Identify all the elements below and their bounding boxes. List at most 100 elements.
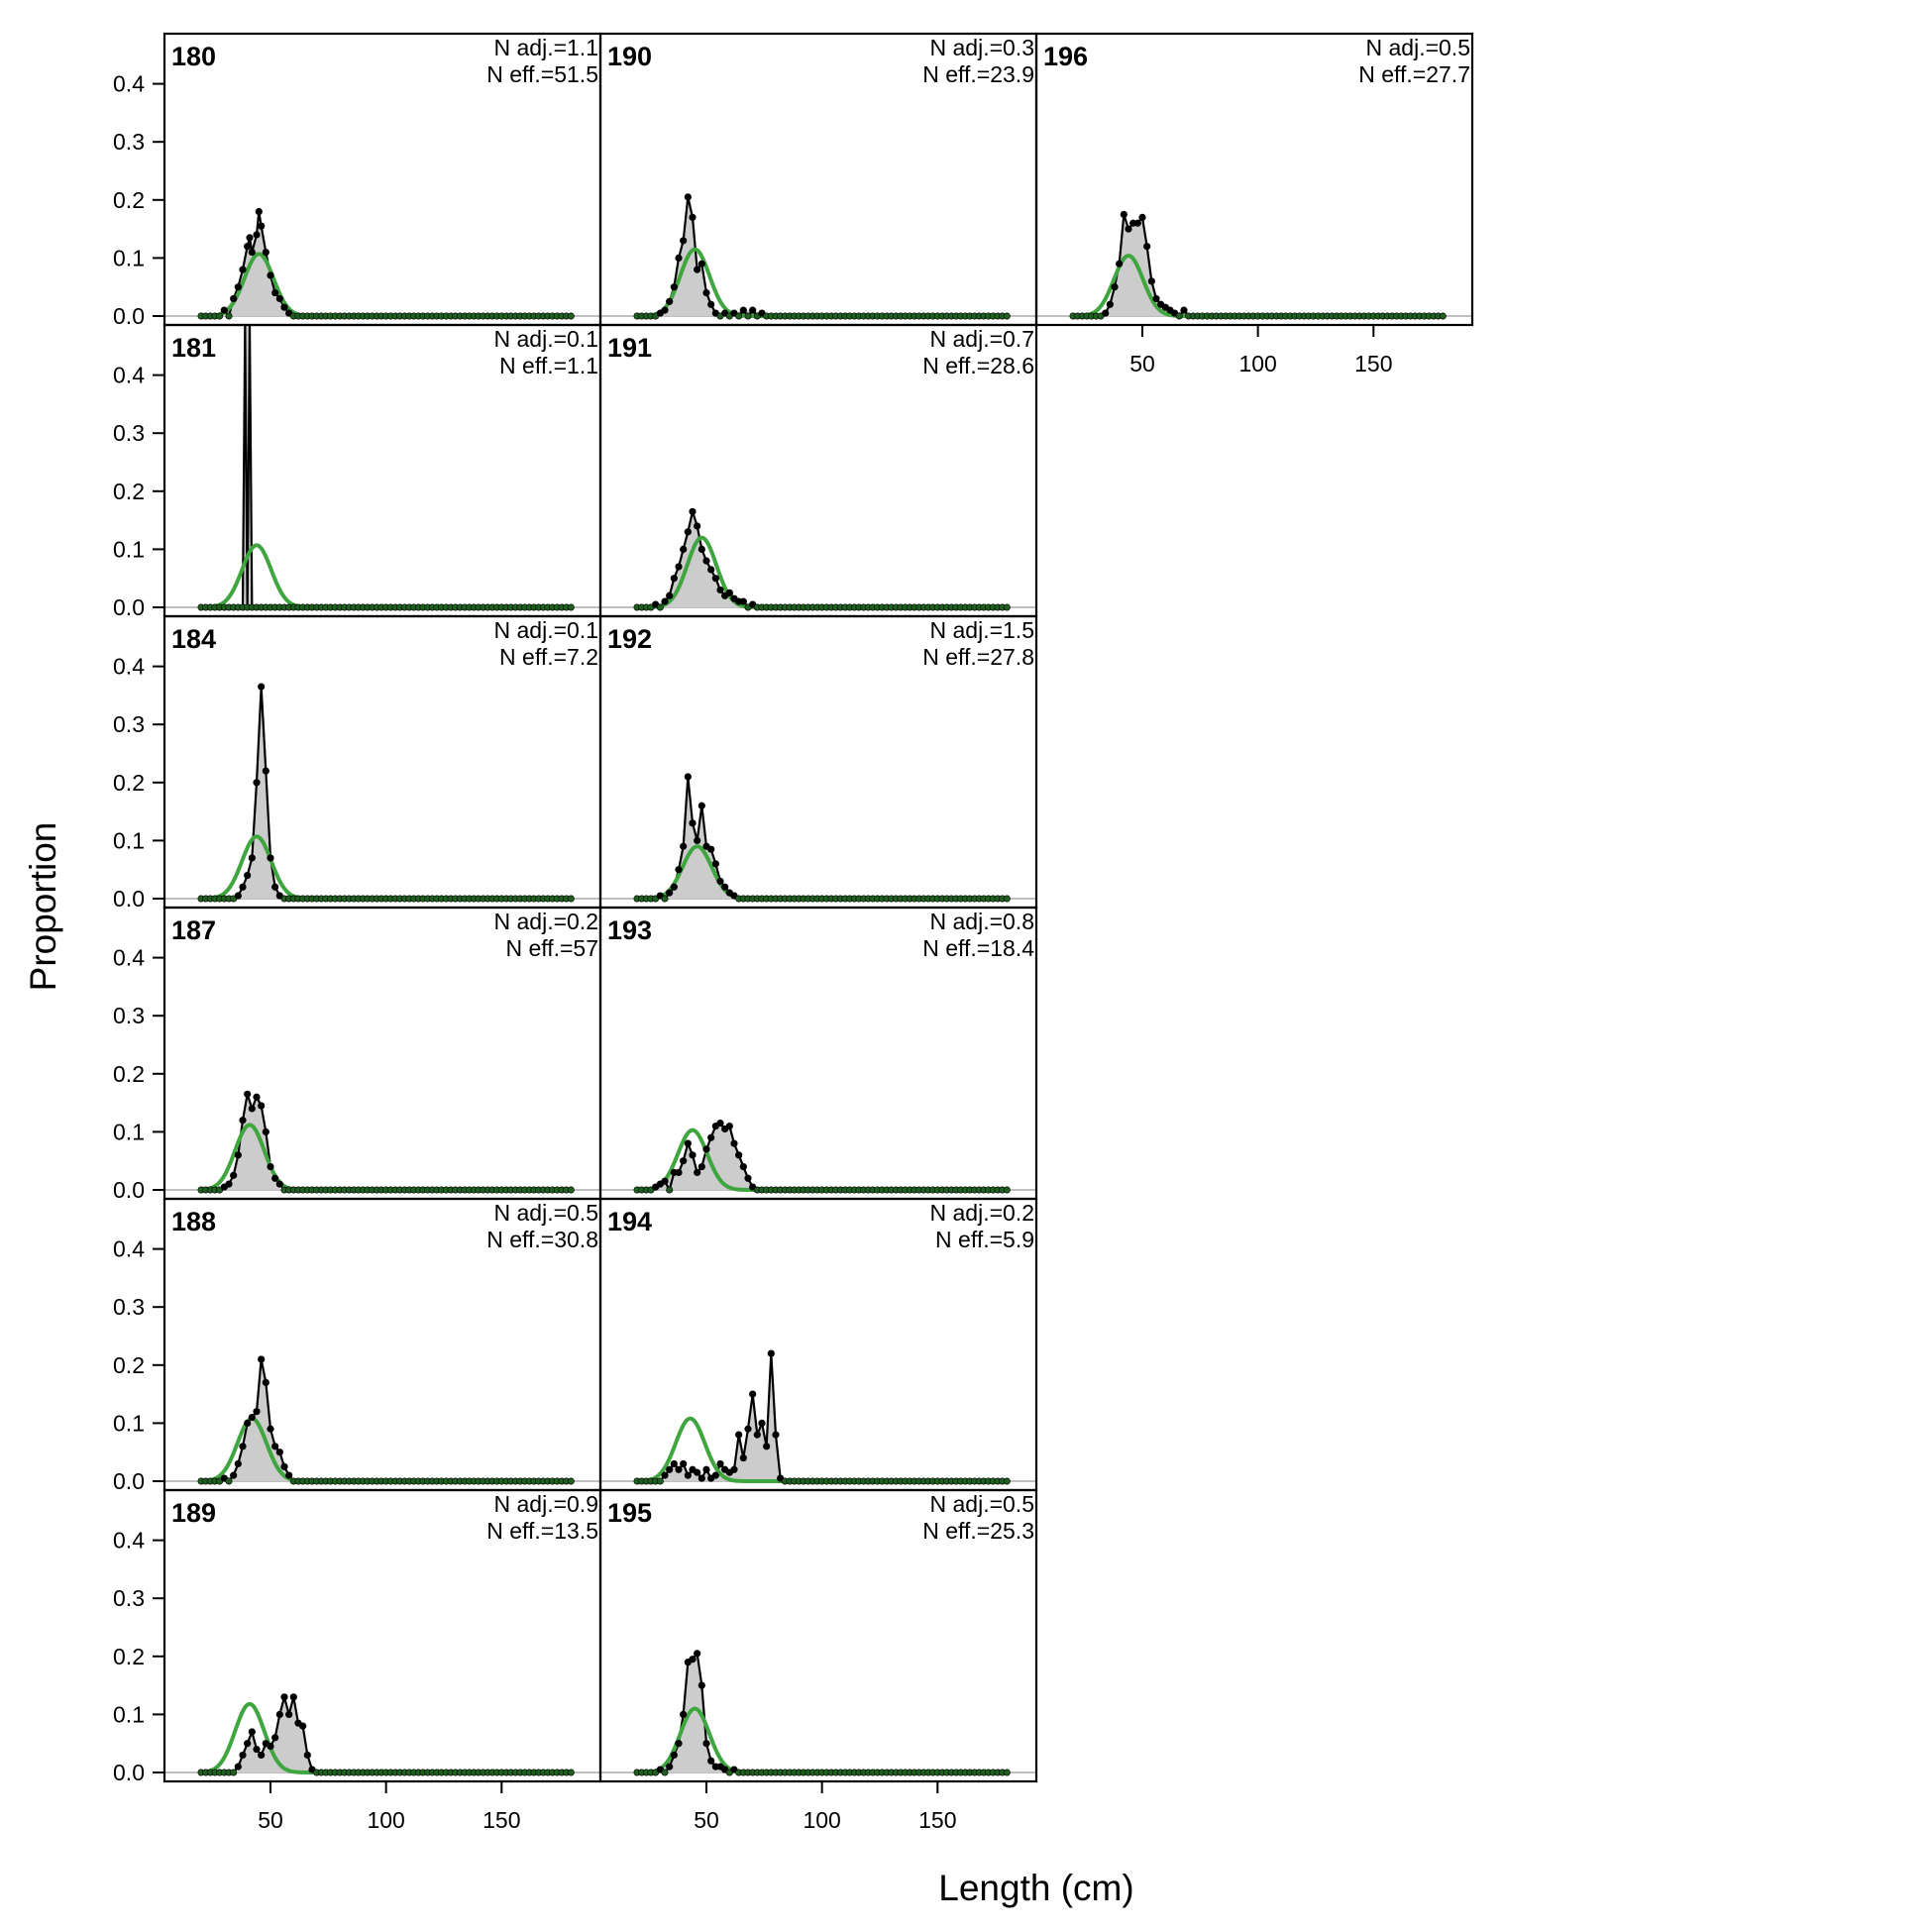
data-point xyxy=(711,860,719,868)
observed-area xyxy=(1105,214,1184,316)
data-point xyxy=(711,575,719,583)
data-point xyxy=(1439,312,1447,320)
data-point xyxy=(262,248,269,257)
data-point xyxy=(702,1740,710,1748)
data-point xyxy=(239,1751,247,1760)
data-point xyxy=(239,1443,247,1450)
data-point xyxy=(239,1117,247,1125)
panel-year-label: 180 xyxy=(171,42,216,71)
data-point xyxy=(267,854,274,862)
data-point xyxy=(253,231,261,239)
n-adj-label: N adj.=0.8 xyxy=(930,909,1035,934)
panel-188-plot-area xyxy=(164,1355,600,1485)
data-point xyxy=(725,1122,733,1130)
data-point xyxy=(763,1443,771,1450)
data-point xyxy=(767,1349,775,1357)
y-tick-label: 0.2 xyxy=(113,1061,145,1087)
y-tick-label: 0.4 xyxy=(113,1528,145,1554)
panel-193-plot-area xyxy=(600,1120,1036,1194)
panel-194-plot-area xyxy=(600,1349,1036,1485)
data-point xyxy=(680,545,688,554)
data-point xyxy=(262,1127,269,1135)
data-point xyxy=(225,1477,233,1485)
data-point xyxy=(248,854,256,862)
y-axis-title: Proportion xyxy=(23,822,63,992)
data-point xyxy=(666,591,674,599)
data-point xyxy=(244,871,252,880)
x-tick-label: 100 xyxy=(367,1807,404,1833)
data-point xyxy=(1003,1186,1011,1194)
data-point xyxy=(730,1139,738,1147)
data-point xyxy=(707,845,715,853)
panel-180-plot-area xyxy=(164,207,600,320)
data-point xyxy=(758,1419,766,1427)
panel-196-plot-area xyxy=(1036,210,1472,320)
data-point xyxy=(275,1449,283,1456)
x-tick-label: 100 xyxy=(803,1807,840,1833)
data-point xyxy=(275,1180,283,1188)
data-point xyxy=(1003,312,1011,320)
data-point xyxy=(1003,603,1011,611)
panel-193: 193 N adj.=0.8N eff.=18.4 xyxy=(598,906,1038,1201)
x-tick-label: 150 xyxy=(918,1807,956,1833)
data-point xyxy=(656,603,664,611)
x-tick-label: 150 xyxy=(483,1807,520,1833)
data-point xyxy=(716,1120,724,1127)
data-point xyxy=(248,1413,256,1422)
data-point xyxy=(258,1102,266,1110)
data-point xyxy=(684,1139,692,1147)
panel-181-plot-area xyxy=(164,325,600,611)
y-tick-label: 0.1 xyxy=(113,245,145,270)
n-adj-label: N adj.=0.2 xyxy=(494,909,599,934)
y-tick-label: 0.3 xyxy=(113,1585,145,1611)
data-point xyxy=(303,1751,311,1760)
data-point xyxy=(707,566,715,574)
axes-layer: 0.0 0.1 0.2 0.3 0.4 0.0 0.1 0.2 0.3 0.4 0.0 0.1 0.2 0… xyxy=(113,71,1392,1833)
n-eff-label: N eff.=1.1 xyxy=(499,353,598,378)
n-adj-label: N adj.=0.3 xyxy=(930,35,1035,60)
data-point xyxy=(656,1477,664,1485)
panel-year-label: 196 xyxy=(1043,42,1088,71)
y-tick-label: 0.3 xyxy=(113,1294,145,1320)
data-point xyxy=(271,883,279,891)
n-eff-label: N eff.=28.6 xyxy=(922,353,1034,378)
data-point xyxy=(246,234,254,242)
y-tick-label: 0.4 xyxy=(113,71,145,97)
x-tick-label: 50 xyxy=(258,1807,283,1833)
data-point xyxy=(716,877,724,886)
observed-area xyxy=(224,1094,280,1190)
data-point xyxy=(675,563,683,571)
data-point xyxy=(680,1710,688,1718)
data-point xyxy=(267,1162,274,1171)
n-adj-label: N adj.=0.1 xyxy=(494,617,599,643)
data-point xyxy=(567,603,575,611)
data-point xyxy=(684,1471,692,1479)
data-point xyxy=(680,1157,688,1165)
data-point xyxy=(694,836,701,845)
data-point xyxy=(661,597,669,605)
data-point xyxy=(689,507,697,515)
n-eff-label: N eff.=51.5 xyxy=(486,61,598,87)
data-point xyxy=(271,1734,279,1742)
data-point xyxy=(1152,294,1160,303)
data-point xyxy=(234,1459,242,1468)
y-tick-label: 0.0 xyxy=(113,303,145,329)
y-tick-label: 0.1 xyxy=(113,827,145,853)
data-point xyxy=(675,1168,683,1177)
panel-year-label: 191 xyxy=(607,333,652,363)
data-point xyxy=(698,1681,705,1689)
data-point xyxy=(694,266,701,273)
x-tick-label: 50 xyxy=(694,1807,719,1833)
data-point xyxy=(271,1174,279,1182)
data-point xyxy=(225,312,233,320)
data-point xyxy=(661,1471,669,1479)
n-adj-label: N adj.=1.5 xyxy=(930,617,1035,643)
data-point xyxy=(739,597,747,605)
n-eff-label: N eff.=27.8 xyxy=(922,644,1034,670)
data-point xyxy=(275,1710,283,1718)
data-point xyxy=(670,1751,678,1760)
data-point xyxy=(271,288,279,297)
data-point xyxy=(258,1355,266,1363)
panel-year-label: 190 xyxy=(607,42,652,71)
panel-191-plot-area xyxy=(600,507,1036,611)
